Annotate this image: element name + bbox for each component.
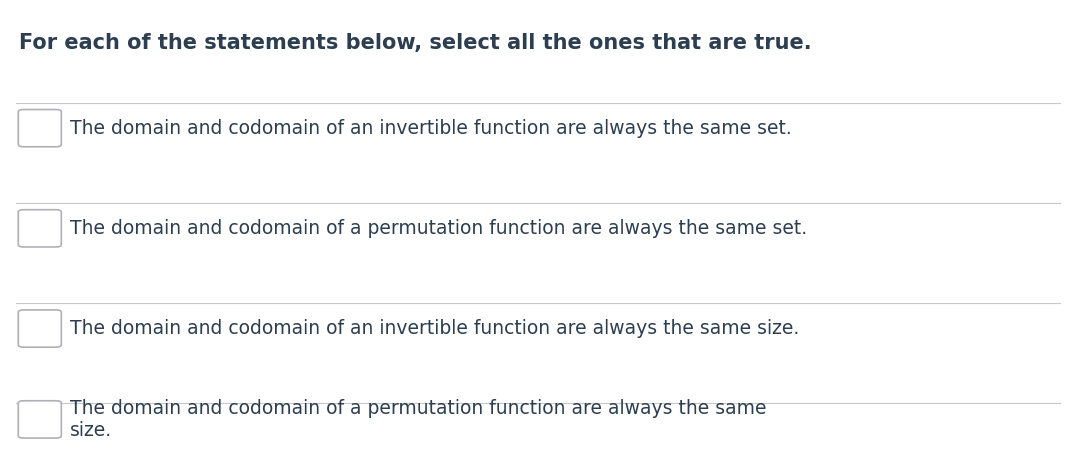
Text: For each of the statements below, select all the ones that are true.: For each of the statements below, select…	[19, 33, 812, 53]
Text: The domain and codomain of an invertible function are always the same size.: The domain and codomain of an invertible…	[70, 319, 799, 338]
Text: The domain and codomain of an invertible function are always the same set.: The domain and codomain of an invertible…	[70, 119, 792, 137]
Text: The domain and codomain of a permutation function are always the same set.: The domain and codomain of a permutation…	[70, 219, 807, 238]
Text: The domain and codomain of a permutation function are always the same
size.: The domain and codomain of a permutation…	[70, 399, 766, 440]
FancyBboxPatch shape	[18, 110, 61, 147]
FancyBboxPatch shape	[18, 310, 61, 347]
FancyBboxPatch shape	[18, 401, 61, 438]
FancyBboxPatch shape	[18, 210, 61, 247]
